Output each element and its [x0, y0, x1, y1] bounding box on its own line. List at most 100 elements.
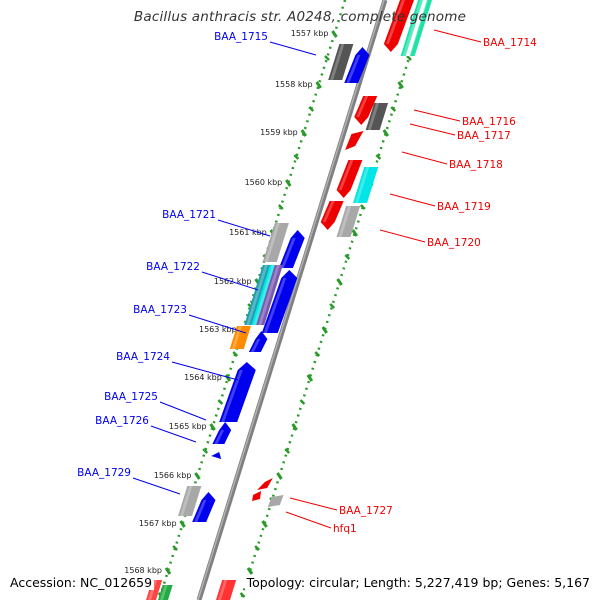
- minor-tick-left: [293, 154, 300, 160]
- minor-tick-right: [375, 154, 382, 160]
- minor-tick-right: [406, 55, 412, 61]
- gene-bottom-green: [158, 585, 173, 600]
- gene-BAA_1723: [248, 331, 268, 352]
- gene-BAA_1729-shade: [194, 500, 207, 522]
- gene-BAA_1718-shade: [338, 160, 354, 190]
- tick-mark-left: [285, 179, 292, 187]
- gene-label-right: BAA_1716: [462, 116, 516, 128]
- gene-BAA_1723-orange-shade: [231, 326, 242, 349]
- leader-line-left: [171, 361, 239, 381]
- gene-BAA_1729-gray: [178, 486, 202, 516]
- gene-label-left: BAA_1724: [116, 351, 170, 363]
- gene-bottom-red-left: [146, 580, 163, 600]
- tick-mark-left: [300, 129, 308, 137]
- gene-BAA_1729-gray-shade: [180, 486, 193, 516]
- gene-label-right: BAA_1717: [457, 130, 511, 142]
- gene-bottom-green-shade: [160, 585, 168, 600]
- minor-tick-left: [308, 106, 315, 112]
- gene-BAA_1719-cyan: [353, 167, 379, 203]
- gene-label-right: BAA_1718: [449, 159, 503, 171]
- leader-line-right: [401, 151, 448, 165]
- tick-label: 1557 kbp: [291, 29, 329, 38]
- gene-BAA_1722-purple-shade: [258, 265, 280, 325]
- gene-BAA_1716-dark: [365, 103, 389, 130]
- accession-text: Accession: NC_012659: [8, 575, 155, 590]
- leader-line-right: [433, 29, 482, 43]
- minor-tick-right: [390, 106, 397, 112]
- gene-label-right: hfq1: [333, 523, 357, 535]
- tick-mark-left: [315, 81, 322, 89]
- minor-tick-left: [217, 399, 224, 405]
- gene-BAA_1724: [219, 362, 256, 422]
- tick-label: 1565 kbp: [169, 422, 207, 431]
- gene-BAA_1725-shade: [214, 430, 225, 444]
- gene-BAA_1721-shade: [280, 238, 296, 268]
- minor-tick-right: [344, 254, 351, 260]
- gene-BAA_1729: [192, 492, 216, 522]
- gene-BAA_1719: [320, 201, 344, 230]
- gene-BAA_1723-shade: [250, 339, 261, 352]
- leader-line-left: [150, 425, 197, 443]
- gene-label-left: BAA_1723: [133, 304, 187, 316]
- tick-mark-left: [179, 520, 186, 528]
- tick-mark-left: [224, 374, 232, 382]
- tick-label: 1563 kbp: [199, 325, 237, 334]
- gene-BAA_1716-dark-shade: [367, 103, 380, 130]
- gene-hfq1: [267, 495, 284, 507]
- gene-BAA_1716: [354, 96, 378, 125]
- gene-BAA_1716-shade: [356, 96, 369, 117]
- backbone-line: [196, 0, 388, 600]
- gene-label-left: BAA_1725: [104, 391, 158, 403]
- gene-label-right: BAA_1727: [339, 505, 393, 517]
- leader-line-right: [289, 497, 338, 511]
- gene-label-left: BAA_1726: [95, 415, 149, 427]
- gene-BAA_1722-purple: [256, 265, 283, 325]
- gene-label-right: BAA_1719: [437, 201, 491, 213]
- tick-mark-right: [246, 567, 254, 575]
- gene-BAA_1722-cyan-shade: [253, 265, 275, 325]
- gene-BAA_1721-gray-shade: [264, 223, 280, 262]
- minor-tick-left: [232, 351, 239, 357]
- gene-BAA_1715-shade: [346, 55, 361, 83]
- minor-tick-right: [299, 399, 306, 405]
- minor-tick-right: [329, 303, 336, 309]
- gene-bottom-red-right-shade: [218, 580, 228, 600]
- gene-BAA_1720: [336, 206, 361, 237]
- gene-BAA_1722: [261, 270, 298, 333]
- leader-line-right: [409, 123, 456, 136]
- minor-tick-right: [254, 545, 261, 551]
- gene-BAA_1714-shade: [385, 0, 405, 44]
- tick-label: 1561 kbp: [229, 228, 267, 237]
- leader-line-left: [159, 401, 207, 421]
- minor-tick-left: [202, 448, 209, 454]
- tick-label: 1559 kbp: [260, 128, 298, 137]
- gene-BAA_1722-shade: [263, 278, 287, 333]
- tick-mark-left: [194, 472, 201, 480]
- leader-line-left: [188, 314, 247, 334]
- minor-tick-left: [172, 545, 179, 551]
- tick-mark-right: [276, 472, 283, 480]
- gene-BAA_1714-stripe: [405, 0, 427, 56]
- gene-BAA_1715: [344, 47, 370, 83]
- minor-tick-right: [314, 351, 321, 357]
- gene-BAA_1715-a-shade: [330, 44, 345, 80]
- gene-BAA_1727-a: [257, 478, 273, 490]
- gene-BAA_1723-orange: [229, 326, 251, 349]
- leader-line-left: [201, 271, 259, 291]
- tick-mark-right: [336, 278, 343, 286]
- gene-BAA_1727: [252, 491, 262, 501]
- backbone-highlight: [197, 0, 385, 600]
- gene-BAA_1719-cyan-shade: [355, 167, 370, 203]
- tick-label: 1567 kbp: [139, 519, 177, 528]
- gene-bottom-red-left-shade: [148, 580, 158, 600]
- gene-bottom-red-right: [216, 580, 237, 600]
- tick-mark-right: [382, 129, 390, 137]
- gene-label-left: BAA_1722: [146, 261, 200, 273]
- map-title: Bacillus anthracis str. A0248, complete …: [133, 9, 467, 25]
- tick-mark-right: [321, 326, 328, 334]
- leader-line-right: [389, 193, 436, 207]
- tick-label: 1564 kbp: [184, 373, 222, 382]
- leader-line-right: [413, 109, 461, 122]
